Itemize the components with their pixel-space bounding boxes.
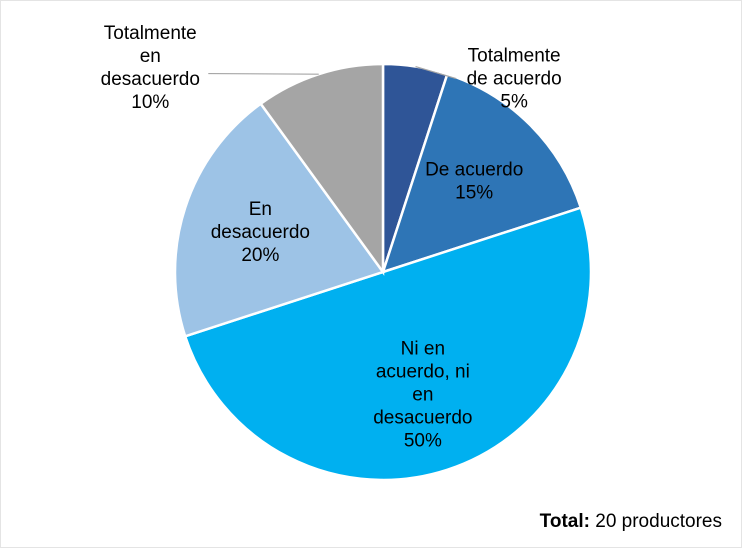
data-label: De acuerdo 15% [425,159,523,203]
value-label: 50% [404,431,442,452]
value-label: 5% [500,92,528,113]
pie-slice [258,62,385,276]
total-label: Total: [540,511,590,532]
value-label: 15% [455,182,493,203]
data-label: Ni en acuerdo, ni en desacuerdo 50% [373,339,472,452]
pie-slice [173,101,386,338]
data-label: Totalmente en desacuerdo 10% [101,23,200,113]
pie-slice [183,206,593,482]
total-text: 20 productores [595,511,722,532]
total-note: Total: 20 productores [540,511,722,532]
category-label: En desacuerdo [211,199,310,243]
leader-line [415,65,457,80]
category-label: Totalmente en desacuerdo [101,23,200,90]
data-label: En desacuerdo 20% [211,199,310,266]
value-label: 10% [131,92,169,113]
category-label: De acuerdo [425,159,523,180]
category-label: Ni en acuerdo, ni en desacuerdo [373,339,472,429]
category-label: Totalmente de acuerdo [467,46,562,90]
data-label: Totalmente de acuerdo 5% [467,46,562,113]
labels: Totalmente de acuerdo 5% De acuerdo 15% Ni en… [101,23,562,452]
leader-line [208,72,319,75]
pie [173,62,593,482]
value-label: 20% [241,245,279,266]
